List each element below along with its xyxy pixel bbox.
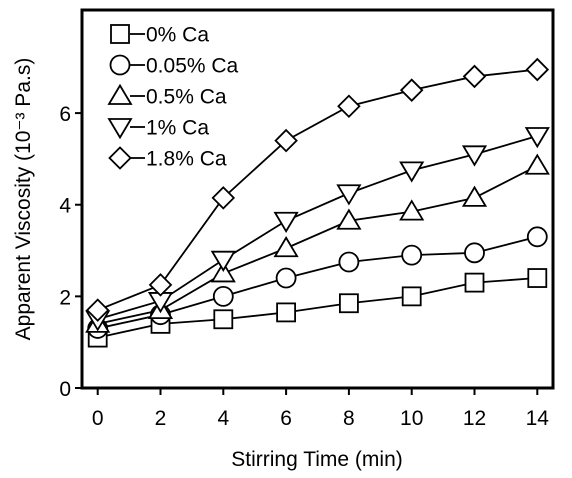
series-diamond (85, 57, 550, 322)
data-point-triangle-down (336, 184, 362, 206)
data-point-triangle-down (524, 127, 550, 149)
data-point-square (401, 286, 422, 307)
x-tick-label: 4 (217, 407, 229, 430)
legend-item: 0.5% Ca (107, 83, 227, 109)
data-point-triangle-up (524, 153, 550, 175)
x-tick-label: 12 (463, 407, 486, 430)
series-line (97, 164, 538, 325)
legend-item: 1.8% Ca (108, 146, 227, 171)
legend-label: 1.8% Ca (146, 148, 227, 171)
x-tick-label: 0 (92, 407, 104, 430)
x-tick-label: 10 (400, 407, 423, 430)
data-point-diamond (274, 128, 298, 153)
data-point-triangle-down (273, 211, 299, 234)
y-tick-label: 6 (59, 103, 71, 126)
legend-label: 0% Ca (146, 24, 209, 47)
legend-item: 0.05% Ca (109, 54, 239, 78)
x-axis-ticks: 0 2 4 6 8 10 12 14 (92, 388, 549, 430)
data-point-triangle-up (336, 208, 362, 230)
data-point-circle (401, 244, 423, 266)
y-axis-ticks: 0 2 4 6 (59, 103, 82, 401)
legend-marker-circle (109, 54, 131, 76)
data-point-triangle-down (461, 145, 488, 167)
y-tick-label: 0 (59, 378, 71, 401)
legend-label: 1% Ca (146, 117, 209, 140)
series-line (97, 68, 538, 311)
data-point-triangle-up (461, 185, 488, 207)
x-axis-label: Stirring Time (min) (231, 448, 403, 471)
series-line (97, 235, 538, 330)
data-point-square (527, 268, 548, 288)
data-point-diamond (211, 186, 236, 210)
data-point-square (338, 293, 359, 314)
legend-label: 0.05% Ca (146, 55, 239, 78)
data-point-diamond (462, 64, 487, 89)
data-point-circle (338, 251, 360, 273)
series-triangle-down (85, 127, 550, 332)
x-tick-label: 6 (280, 407, 292, 430)
data-point-diamond (85, 298, 110, 322)
y-tick-label: 4 (59, 195, 71, 218)
series-square (87, 268, 548, 348)
plot-frame (80, 8, 555, 390)
data-point-triangle-up (273, 235, 299, 258)
data-point-diamond (525, 57, 550, 82)
legend-item: 1% Ca (107, 117, 209, 140)
legend-marker-triangle-up (107, 83, 133, 105)
series-circle (87, 226, 548, 339)
legend-marker-triangle-down (107, 118, 133, 140)
series-layer (85, 57, 550, 348)
data-point-circle (275, 267, 297, 289)
x-tick-label: 2 (155, 407, 167, 430)
data-point-circle (212, 285, 234, 307)
series-line (97, 277, 538, 339)
data-point-triangle-down (399, 161, 425, 183)
data-point-square (213, 309, 234, 330)
data-point-diamond (337, 94, 361, 118)
legend-item: 0% Ca (110, 24, 209, 47)
x-tick-label: 14 (526, 407, 550, 430)
data-point-triangle-down (210, 250, 236, 272)
legend-marker-square (110, 24, 130, 44)
legend-label: 0.5% Ca (146, 86, 227, 109)
data-point-circle (526, 226, 548, 248)
data-point-triangle-up (210, 261, 236, 283)
x-tick-label: 8 (343, 407, 355, 430)
legend-marker-diamond (108, 146, 132, 170)
data-point-triangle-up (399, 199, 425, 221)
data-point-diamond (148, 273, 173, 297)
data-point-diamond (399, 78, 424, 102)
data-point-circle (464, 242, 485, 264)
y-axis-label: Apparent Viscosity (10⁻³ Pa.s) (12, 58, 35, 341)
data-point-square (276, 302, 297, 323)
y-tick-label: 2 (59, 286, 71, 309)
data-point-square (464, 272, 485, 293)
legend: 0% Ca 0.05% Ca 0.5% Ca 1% Ca 1.8% Ca (107, 24, 239, 171)
